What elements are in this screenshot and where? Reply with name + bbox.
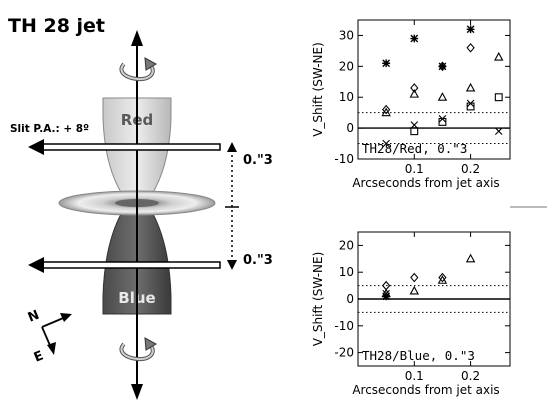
y-tick-label: 20 — [339, 59, 354, 73]
chart-red-frame — [357, 19, 511, 160]
y-tick-label: -10 — [334, 152, 354, 166]
data-point-x — [410, 121, 419, 129]
data-point-triangle — [437, 92, 448, 101]
chart-red-xlabel: Arcseconds from jet axis — [352, 176, 499, 190]
chart-blue-xlabel: Arcseconds from jet axis — [352, 383, 499, 397]
data-point-diamond — [382, 104, 391, 115]
data-point-triangle — [465, 253, 476, 263]
x-tick-label: 0.1 — [405, 369, 424, 383]
data-point-x — [382, 289, 390, 298]
compass: N E — [26, 308, 72, 366]
data-point-triangle — [465, 82, 476, 92]
chart-red-ylabel: V_Shift (SW-NE) — [311, 42, 325, 137]
data-point-asterisk — [466, 25, 475, 34]
slit-label: Slit P.A.: + 8º — [10, 123, 89, 135]
data-point-x — [494, 127, 503, 135]
offset-bottom-label: 0."3 — [243, 253, 273, 268]
data-point-asterisk — [438, 62, 447, 71]
axis-arrow-up-icon — [131, 30, 143, 46]
data-point-triangle — [437, 275, 448, 284]
chart-red-reference-lines — [358, 112, 510, 145]
chart-blue-ticks: -20 -10 0 10 20 0.1 0.2 — [334, 232, 510, 383]
y-tick-label: -20 — [334, 346, 354, 360]
chart-red-ticks: -10 0 10 20 30 0.1 0.2 — [334, 20, 510, 176]
chart-red-marks — [381, 25, 504, 148]
data-point-x — [438, 115, 447, 123]
data-point-square — [494, 93, 503, 102]
slit-arrow-bottom — [28, 257, 221, 273]
chart-blue: -20 -10 0 10 20 0.1 0.2 TH28/Blue, 0."3 Arcsec… — [311, 231, 511, 397]
rotation-top-icon — [119, 57, 158, 82]
data-point-square — [410, 127, 419, 136]
data-point-asterisk — [382, 59, 391, 68]
offset-arrow-up-icon — [227, 142, 237, 152]
chart-blue-ylabel: V_Shift (SW-NE) — [311, 252, 325, 347]
offset-top-label: 0."3 — [243, 153, 273, 168]
x-tick-label: 0.2 — [461, 369, 480, 383]
data-point-diamond — [438, 61, 447, 72]
axis-arrow-down-icon — [131, 384, 143, 400]
rotation-bottom-icon — [119, 337, 158, 362]
y-tick-label: 10 — [339, 90, 354, 104]
data-point-diamond — [410, 83, 419, 93]
chart-blue-title: TH28/Blue, 0."3 — [362, 348, 475, 363]
x-tick-label: 0.2 — [461, 162, 480, 176]
x-tick-label: 0.1 — [405, 162, 424, 176]
chart-blue-marks — [381, 253, 476, 301]
data-point-x — [382, 139, 390, 148]
y-tick-label: 30 — [339, 28, 354, 42]
chart-blue-reference-lines — [358, 285, 510, 313]
compass-n-label: N — [26, 308, 42, 326]
data-point-diamond — [410, 272, 419, 283]
chart-red-title: TH28/Red, 0."3 — [362, 141, 467, 156]
data-point-triangle — [381, 107, 391, 117]
data-point-diamond — [466, 42, 475, 53]
offset-arrow-down-icon — [227, 260, 237, 270]
data-point-triangle — [409, 88, 420, 98]
data-point-x — [466, 99, 475, 108]
y-tick-label: 20 — [339, 238, 354, 252]
y-tick-label: 10 — [339, 265, 354, 279]
y-tick-label: 0 — [346, 121, 354, 135]
data-point-asterisk — [410, 34, 419, 43]
data-point-diamond — [438, 272, 447, 283]
y-tick-label: -10 — [334, 319, 354, 333]
compass-e-label: E — [32, 348, 46, 365]
chart-red: -10 0 10 20 30 0.1 0.2 TH28/Red, 0."3 Arcsecon… — [311, 19, 511, 190]
data-point-triangle — [494, 51, 504, 61]
y-tick-label: 0 — [346, 292, 354, 306]
diagram-title: TH 28 jet — [8, 15, 105, 37]
data-point-triangle — [409, 285, 420, 295]
slit-arrow-top — [28, 139, 221, 155]
jet-diagram: TH 28 jet Red Blue — [8, 15, 273, 400]
data-point-asterisk — [382, 292, 391, 301]
